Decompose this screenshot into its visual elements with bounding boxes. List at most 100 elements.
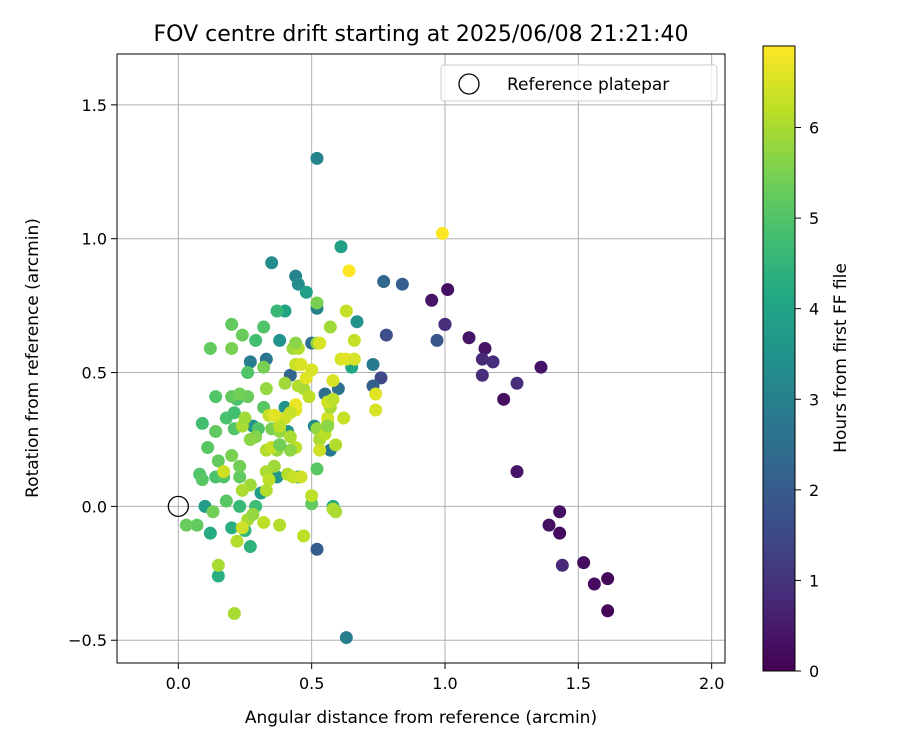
- y-tick-label: 1.5: [82, 96, 107, 115]
- data-point: [438, 317, 452, 331]
- data-point: [374, 371, 388, 385]
- colorbar-tick-label: 2: [809, 481, 819, 500]
- data-point: [225, 449, 239, 463]
- data-point: [262, 473, 276, 487]
- data-point: [209, 424, 223, 438]
- data-point: [310, 542, 324, 556]
- colorbar-ticks: 0 1 2 3 4 5 6: [795, 119, 819, 681]
- data-point: [227, 606, 241, 620]
- data-point: [291, 277, 305, 291]
- chart-title: FOV centre drift starting at 2025/06/08 …: [154, 22, 689, 47]
- data-point: [201, 441, 215, 455]
- data-point: [329, 438, 343, 452]
- data-point: [235, 328, 249, 342]
- data-point: [310, 462, 324, 476]
- data-point: [425, 293, 439, 307]
- data-point: [209, 390, 223, 404]
- data-point: [270, 304, 284, 318]
- data-point: [302, 390, 316, 404]
- data-point: [534, 360, 548, 374]
- data-point: [587, 577, 601, 591]
- y-axis-label: Rotation from reference (arcmin): [23, 218, 43, 498]
- data-point: [601, 604, 615, 618]
- colorbar-gradient: [763, 46, 795, 671]
- data-point: [235, 521, 249, 535]
- data-point: [273, 333, 287, 347]
- data-point: [238, 411, 252, 425]
- data-point: [329, 505, 343, 519]
- data-point: [217, 465, 231, 479]
- data-point: [233, 459, 247, 473]
- data-point: [249, 333, 263, 347]
- data-point: [510, 376, 524, 390]
- data-point: [265, 256, 279, 270]
- data-point: [179, 518, 193, 532]
- data-point: [278, 376, 292, 390]
- legend-label: Reference platepar: [507, 75, 669, 95]
- data-point: [297, 529, 311, 543]
- data-point: [310, 296, 324, 310]
- data-point: [366, 358, 380, 372]
- data-point: [497, 392, 511, 406]
- data-point: [203, 526, 217, 540]
- x-tick-label: 0.5: [299, 674, 324, 693]
- data-point: [510, 465, 524, 479]
- legend-box: [440, 64, 718, 102]
- data-point: [273, 419, 287, 433]
- data-point: [334, 240, 348, 254]
- data-point: [313, 336, 327, 350]
- data-point: [323, 320, 337, 334]
- data-point: [195, 416, 209, 430]
- data-point: [305, 363, 319, 377]
- x-tick-label: 0.0: [166, 674, 191, 693]
- plot-frame: [116, 53, 726, 664]
- data-point: [246, 507, 260, 521]
- data-point: [233, 499, 247, 513]
- colorbar-label: Hours from first FF file: [831, 263, 851, 453]
- data-point: [577, 556, 591, 570]
- data-point: [230, 534, 244, 548]
- data-point: [321, 419, 335, 433]
- colorbar-tick-label: 0: [809, 662, 819, 681]
- x-tick-label: 1.5: [566, 674, 591, 693]
- data-point: [553, 526, 567, 540]
- colorbar: 0 1 2 3 4 5 6 Hours from first FF file: [762, 45, 851, 681]
- data-point: [241, 366, 255, 380]
- data-point: [235, 483, 249, 497]
- data-point: [347, 333, 361, 347]
- data-point: [267, 408, 281, 422]
- data-point: [369, 387, 383, 401]
- data-point: [299, 285, 313, 299]
- data-point: [211, 454, 225, 468]
- data-point: [462, 331, 476, 345]
- data-point: [475, 352, 489, 366]
- data-point: [211, 569, 225, 583]
- data-point: [203, 341, 217, 355]
- data-point: [553, 505, 567, 519]
- data-point: [257, 515, 271, 529]
- data-point: [289, 336, 303, 350]
- data-point: [339, 304, 353, 318]
- data-point: [486, 355, 500, 369]
- y-tick-label: 0.5: [82, 364, 107, 383]
- data-point: [475, 368, 489, 382]
- data-point: [259, 382, 273, 396]
- data-point: [555, 558, 569, 572]
- data-point: [243, 540, 257, 554]
- x-axis-ticks: 0.0 0.5 1.0 1.5 2.0: [166, 663, 724, 693]
- data-point: [283, 430, 297, 444]
- data-point: [243, 432, 257, 446]
- colorbar-frame: [762, 45, 796, 672]
- data-point: [342, 264, 356, 278]
- data-point: [369, 403, 383, 417]
- data-point: [190, 518, 204, 532]
- y-tick-label: −0.5: [68, 631, 107, 650]
- data-point: [430, 333, 444, 347]
- reference-marker-layer: [167, 495, 189, 518]
- data-point: [211, 558, 225, 572]
- x-axis-label: Angular distance from reference (arcmin): [245, 708, 597, 728]
- colorbar-tick-label: 4: [809, 300, 819, 319]
- data-point: [257, 320, 271, 334]
- data-point: [243, 355, 257, 369]
- data-point: [259, 483, 273, 497]
